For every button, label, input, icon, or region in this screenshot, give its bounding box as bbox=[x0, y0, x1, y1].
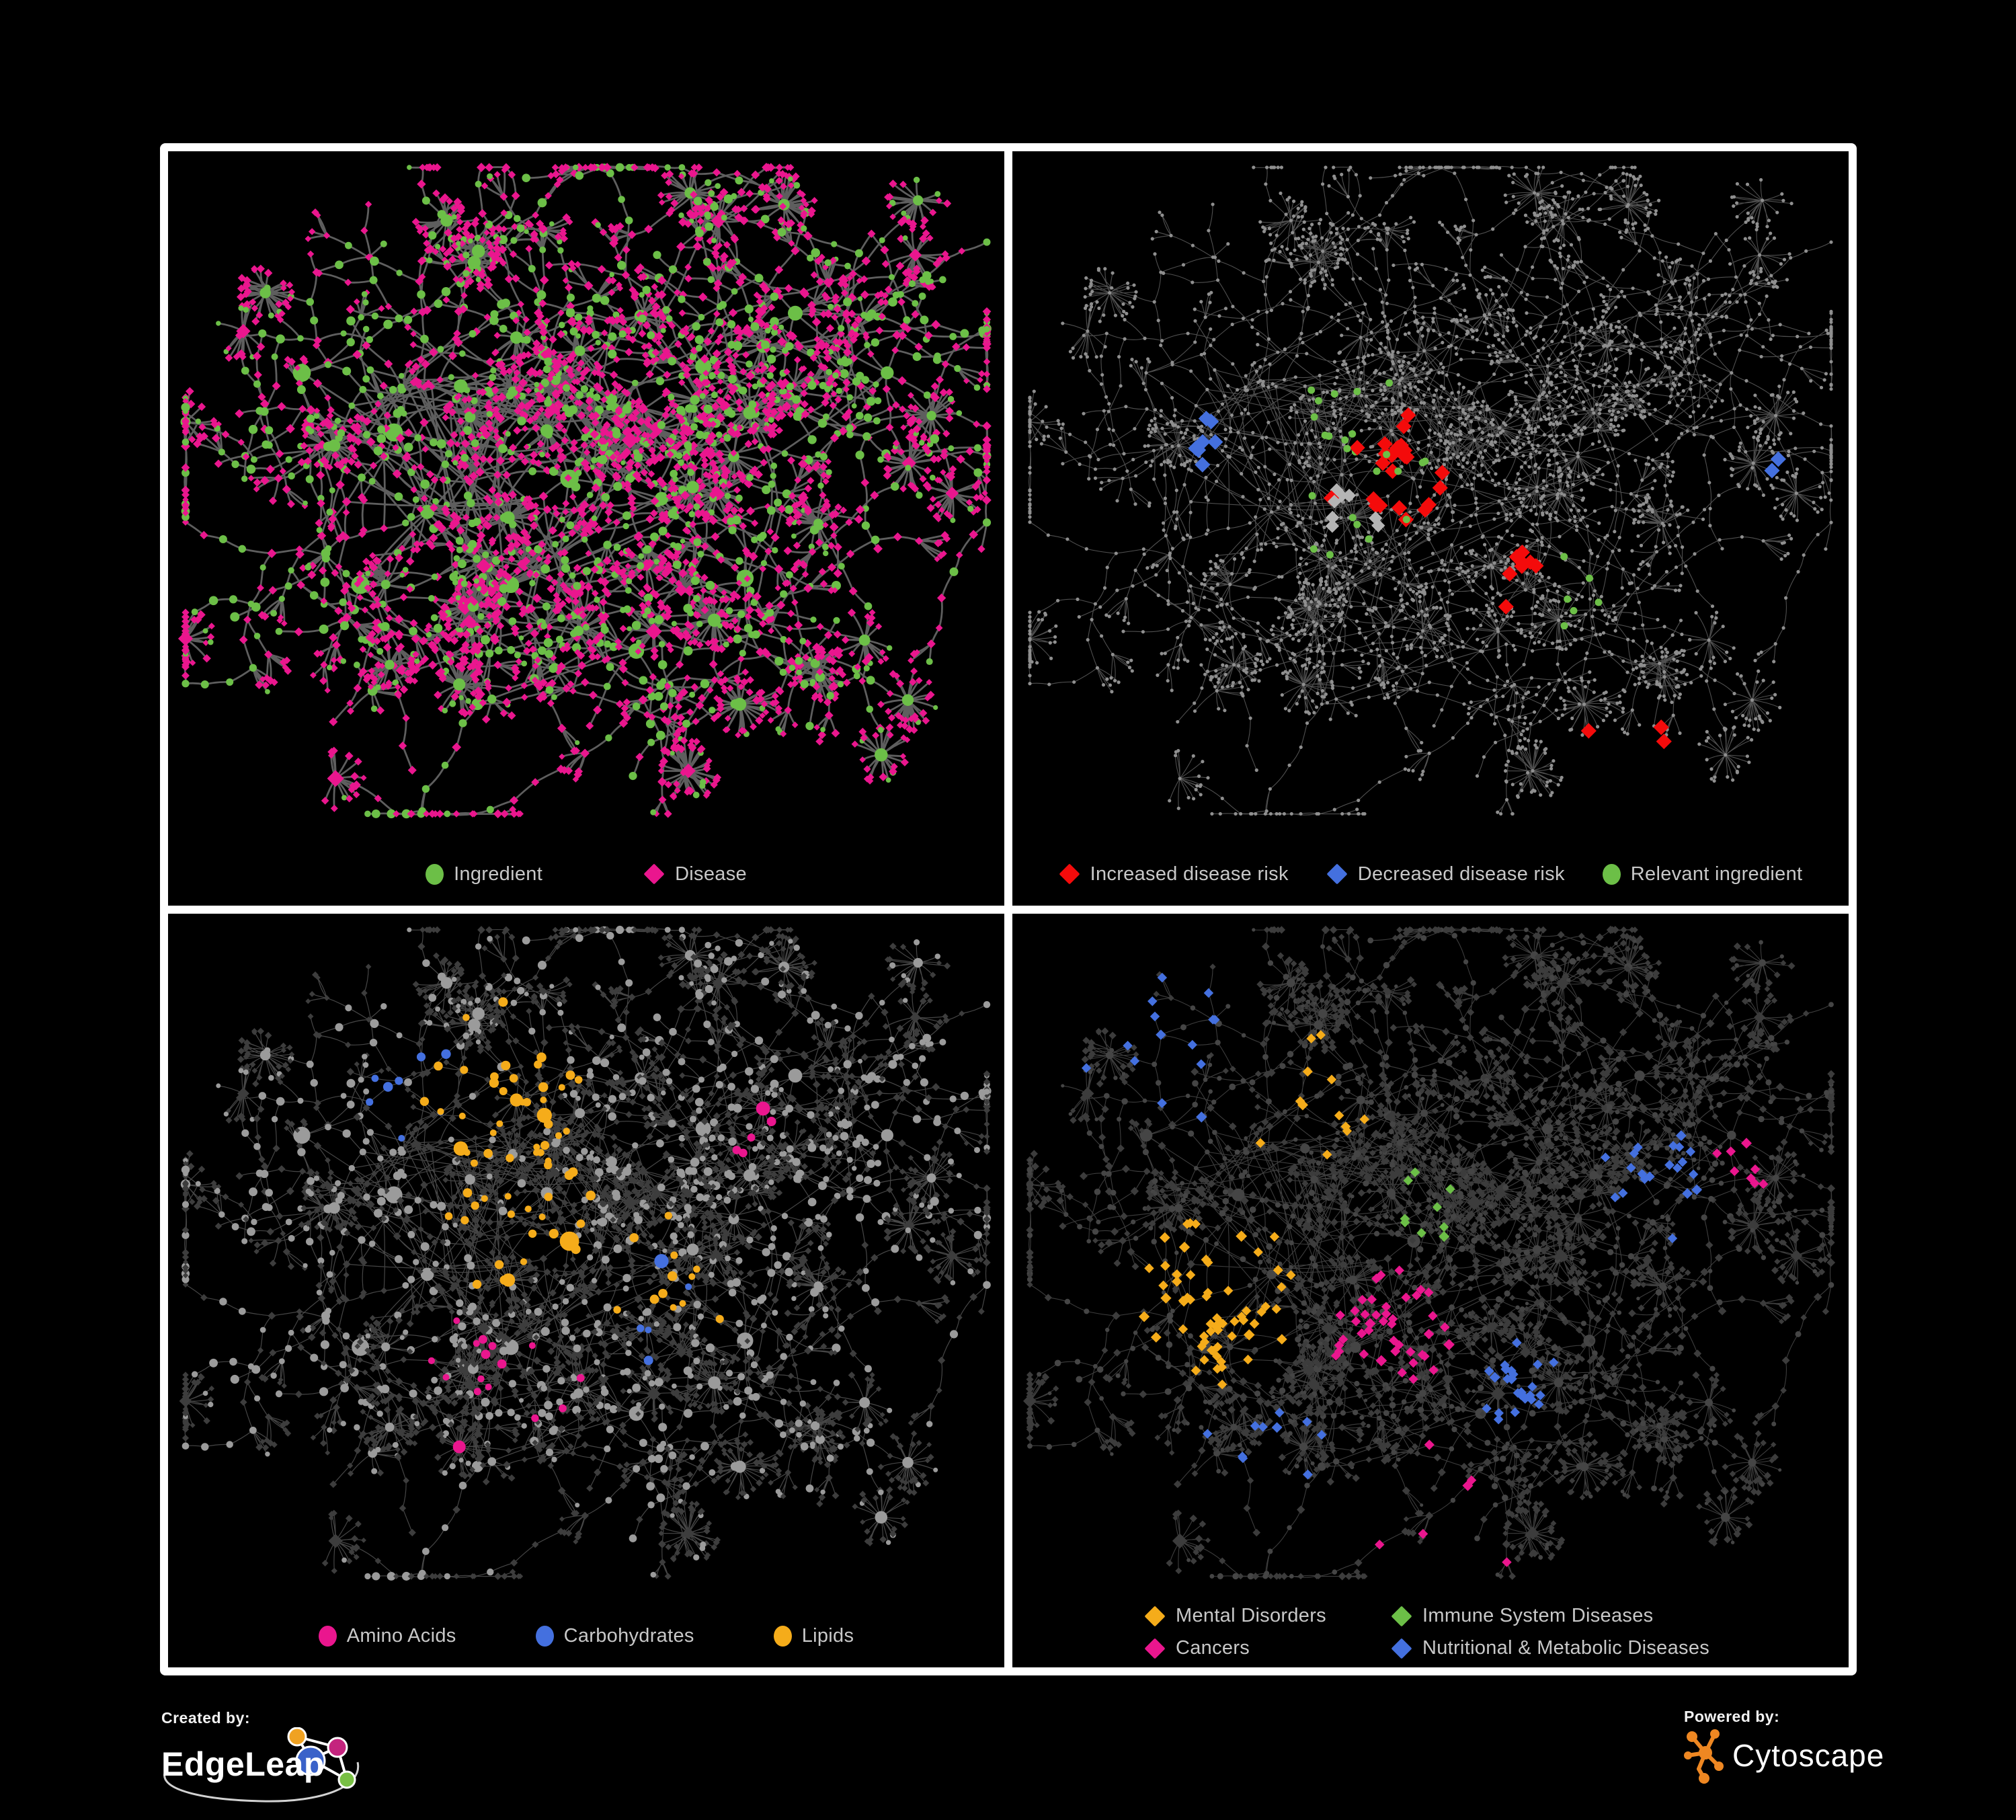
legend-item-nutritional-metabolic: Nutritional & Metabolic Diseases bbox=[1391, 1637, 1709, 1659]
legend-label: Nutritional & Metabolic Diseases bbox=[1422, 1637, 1710, 1659]
legend-label: Ingredient bbox=[454, 863, 543, 885]
network-graph bbox=[1023, 925, 1836, 1580]
legend-item-amino-acids: Amino Acids bbox=[318, 1625, 456, 1647]
network-graph bbox=[179, 925, 992, 1581]
network-graph bbox=[177, 163, 992, 819]
legend-item-immune-system-diseases: Immune System Diseases bbox=[1391, 1605, 1709, 1627]
ingredient-swatch-icon bbox=[426, 863, 444, 885]
legend-label: Carbohydrates bbox=[563, 1625, 694, 1647]
decreased-risk-swatch-icon bbox=[1326, 863, 1348, 885]
legend-item-cancers: Cancers bbox=[1144, 1637, 1326, 1659]
lipids-swatch-icon bbox=[773, 1626, 792, 1647]
highlight-nodes-layer bbox=[1081, 972, 1769, 1567]
relevant-ingredient-swatch-icon bbox=[1602, 863, 1621, 885]
panel-nutrient-classes: Amino Acids Carbohydrates Lipids bbox=[168, 913, 1004, 1667]
panel-ingredient-disease: Ingredient Disease bbox=[168, 151, 1004, 906]
legend-label: Immune System Diseases bbox=[1422, 1605, 1654, 1626]
legend: Amino Acids Carbohydrates Lipids bbox=[168, 1625, 1004, 1647]
legend-item-decreased-risk: Decreased disease risk bbox=[1326, 863, 1565, 885]
cancers-swatch-icon bbox=[1144, 1637, 1166, 1659]
increased-risk-swatch-icon bbox=[1059, 863, 1080, 885]
edgeleap-logo: EdgeLeap bbox=[161, 1727, 363, 1808]
edgeleap-credit: Created by: EdgeLeap bbox=[161, 1709, 363, 1808]
cytoscape-logo-icon bbox=[1684, 1729, 1724, 1784]
nodes-layer bbox=[179, 925, 992, 1581]
nodes-layer bbox=[1028, 165, 1833, 816]
disease-swatch-icon bbox=[643, 863, 665, 885]
legend-label: Increased disease risk bbox=[1090, 863, 1289, 885]
mental-disorders-swatch-icon bbox=[1144, 1605, 1166, 1627]
edgeleap-logo-icon bbox=[163, 1727, 360, 1803]
panel-grid: Ingredient Disease Increased disease ris… bbox=[160, 143, 1857, 1675]
legend-label: Amino Acids bbox=[346, 1625, 456, 1647]
powered-by-label: Powered by: bbox=[1684, 1708, 1780, 1725]
nutritional-metabolic-swatch-icon bbox=[1391, 1637, 1412, 1659]
created-by-label: Created by: bbox=[161, 1709, 251, 1727]
legend-label: Disease bbox=[675, 863, 747, 885]
immune-system-swatch-icon bbox=[1391, 1605, 1412, 1627]
legend-label: Decreased disease risk bbox=[1357, 863, 1565, 885]
highlight-nodes-layer bbox=[366, 996, 776, 1454]
legend-label: Cancers bbox=[1176, 1637, 1250, 1659]
legend-item-carbohydrates: Carbohydrates bbox=[535, 1625, 694, 1647]
legend-item-mental-disorders: Mental Disorders bbox=[1144, 1605, 1326, 1627]
legend-item-lipids: Lipids bbox=[773, 1625, 854, 1647]
panel-disease-categories: Mental Disorders Cancers Immune System D… bbox=[1012, 913, 1849, 1667]
legend-item-ingredient: Ingredient bbox=[426, 863, 542, 885]
legend-label: Mental Disorders bbox=[1176, 1605, 1326, 1626]
highlight-nodes-layer bbox=[1188, 379, 1786, 750]
cytoscape-credit: Powered by: bbox=[1684, 1708, 1884, 1784]
legend-item-relevant-ingredient: Relevant ingredient bbox=[1602, 863, 1803, 885]
network-graph bbox=[1028, 165, 1833, 816]
legend-label: Relevant ingredient bbox=[1630, 863, 1803, 885]
legend-item-increased-risk: Increased disease risk bbox=[1059, 863, 1289, 885]
legend-label: Lipids bbox=[801, 1625, 854, 1647]
amino-acids-swatch-icon bbox=[318, 1626, 337, 1647]
edgeleap-brand: EdgeLeap bbox=[161, 1745, 325, 1783]
nodes-layer bbox=[1023, 925, 1836, 1580]
carbohydrates-swatch-icon bbox=[535, 1626, 554, 1647]
panel-disease-risk: Increased disease risk Decreased disease… bbox=[1012, 151, 1849, 906]
legend: Ingredient Disease bbox=[168, 863, 1004, 885]
cytoscape-brand: Cytoscape bbox=[1732, 1738, 1885, 1773]
legend-item-disease: Disease bbox=[643, 863, 747, 885]
legend: Increased disease risk Decreased disease… bbox=[1012, 863, 1849, 885]
edges-layer bbox=[1028, 166, 1832, 816]
legend: Mental Disorders Cancers Immune System D… bbox=[1144, 1605, 1709, 1659]
nodes-layer bbox=[177, 163, 992, 819]
